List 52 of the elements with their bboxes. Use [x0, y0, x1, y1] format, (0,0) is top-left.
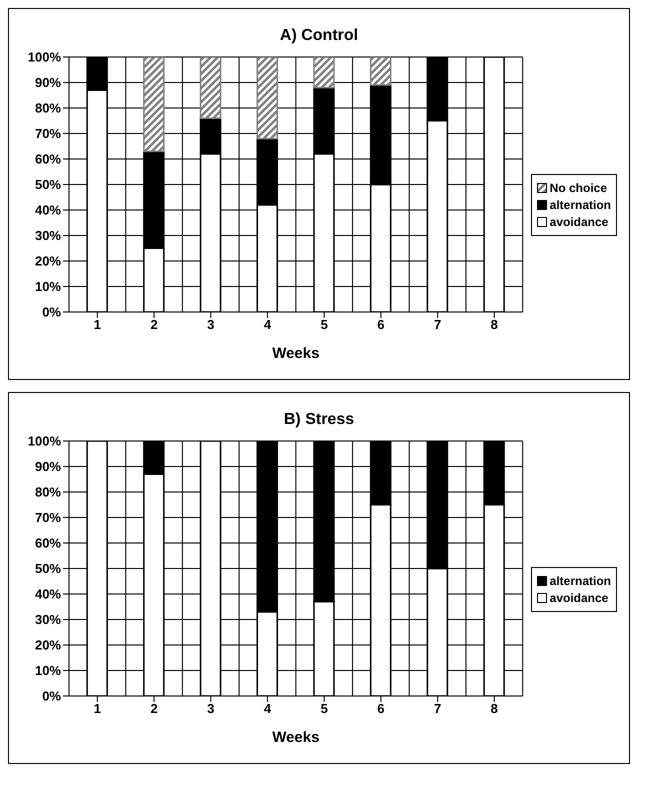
y-tick-label: 70% [34, 126, 62, 142]
x-tick-label: 5 [320, 317, 328, 332]
y-tick-label: 0% [42, 688, 62, 704]
y-tick-label: 40% [34, 202, 62, 218]
chart-title: A) Control [278, 27, 360, 45]
x-tick-label: 4 [264, 317, 272, 332]
y-tick-label: 90% [34, 459, 62, 474]
y-tick-label: 60% [34, 152, 62, 167]
bar [200, 57, 222, 119]
x-tick-label: 7 [434, 317, 442, 332]
y-tick-label: 80% [34, 100, 62, 116]
x-tick-label: 6 [377, 701, 385, 716]
chart-title: B) Stress [282, 411, 356, 429]
x-axis-title: Weeks [272, 345, 320, 362]
bar [256, 57, 278, 140]
y-tick-label: 70% [34, 510, 62, 526]
x-tick-label: 3 [207, 317, 214, 332]
x-tick-label: 2 [150, 701, 158, 716]
y-tick-label: 50% [34, 561, 62, 576]
x-axis-title: Weeks [272, 729, 320, 746]
x-tick-label: 1 [94, 317, 101, 332]
y-tick-label: 60% [34, 536, 62, 551]
y-tick-label: 100% [28, 50, 62, 65]
x-tick-label: 4 [264, 701, 272, 716]
y-tick-label: 10% [34, 663, 62, 678]
x-tick-label: 2 [150, 317, 158, 332]
x-tick-label: 5 [320, 701, 328, 716]
y-tick-label: 10% [34, 279, 62, 294]
y-tick-label: 20% [34, 638, 62, 653]
y-tick-label: 20% [34, 254, 62, 269]
y-tick-label: 30% [34, 612, 62, 628]
y-tick-label: 90% [34, 75, 62, 90]
bar [143, 57, 165, 152]
x-tick-label: 8 [490, 701, 498, 716]
y-tick-label: 40% [34, 586, 62, 602]
y-tick-label: 50% [34, 177, 62, 192]
legend-label: alternation [550, 198, 611, 212]
legend-label: No choice [550, 181, 608, 195]
legend-label: alternation [550, 574, 611, 588]
x-tick-label: 3 [207, 701, 214, 716]
legend-label: avoidance [550, 590, 608, 604]
x-tick-label: 8 [490, 317, 498, 332]
x-tick-label: 7 [434, 701, 442, 716]
y-tick-label: 80% [34, 484, 62, 500]
x-tick-label: 6 [377, 317, 385, 332]
legend-label: avoidance [550, 215, 608, 229]
bar [370, 57, 392, 86]
y-tick-label: 30% [34, 228, 62, 244]
y-tick-label: 0% [42, 304, 62, 320]
x-tick-label: 1 [94, 701, 101, 716]
bar [313, 57, 335, 88]
y-tick-label: 100% [28, 434, 62, 449]
